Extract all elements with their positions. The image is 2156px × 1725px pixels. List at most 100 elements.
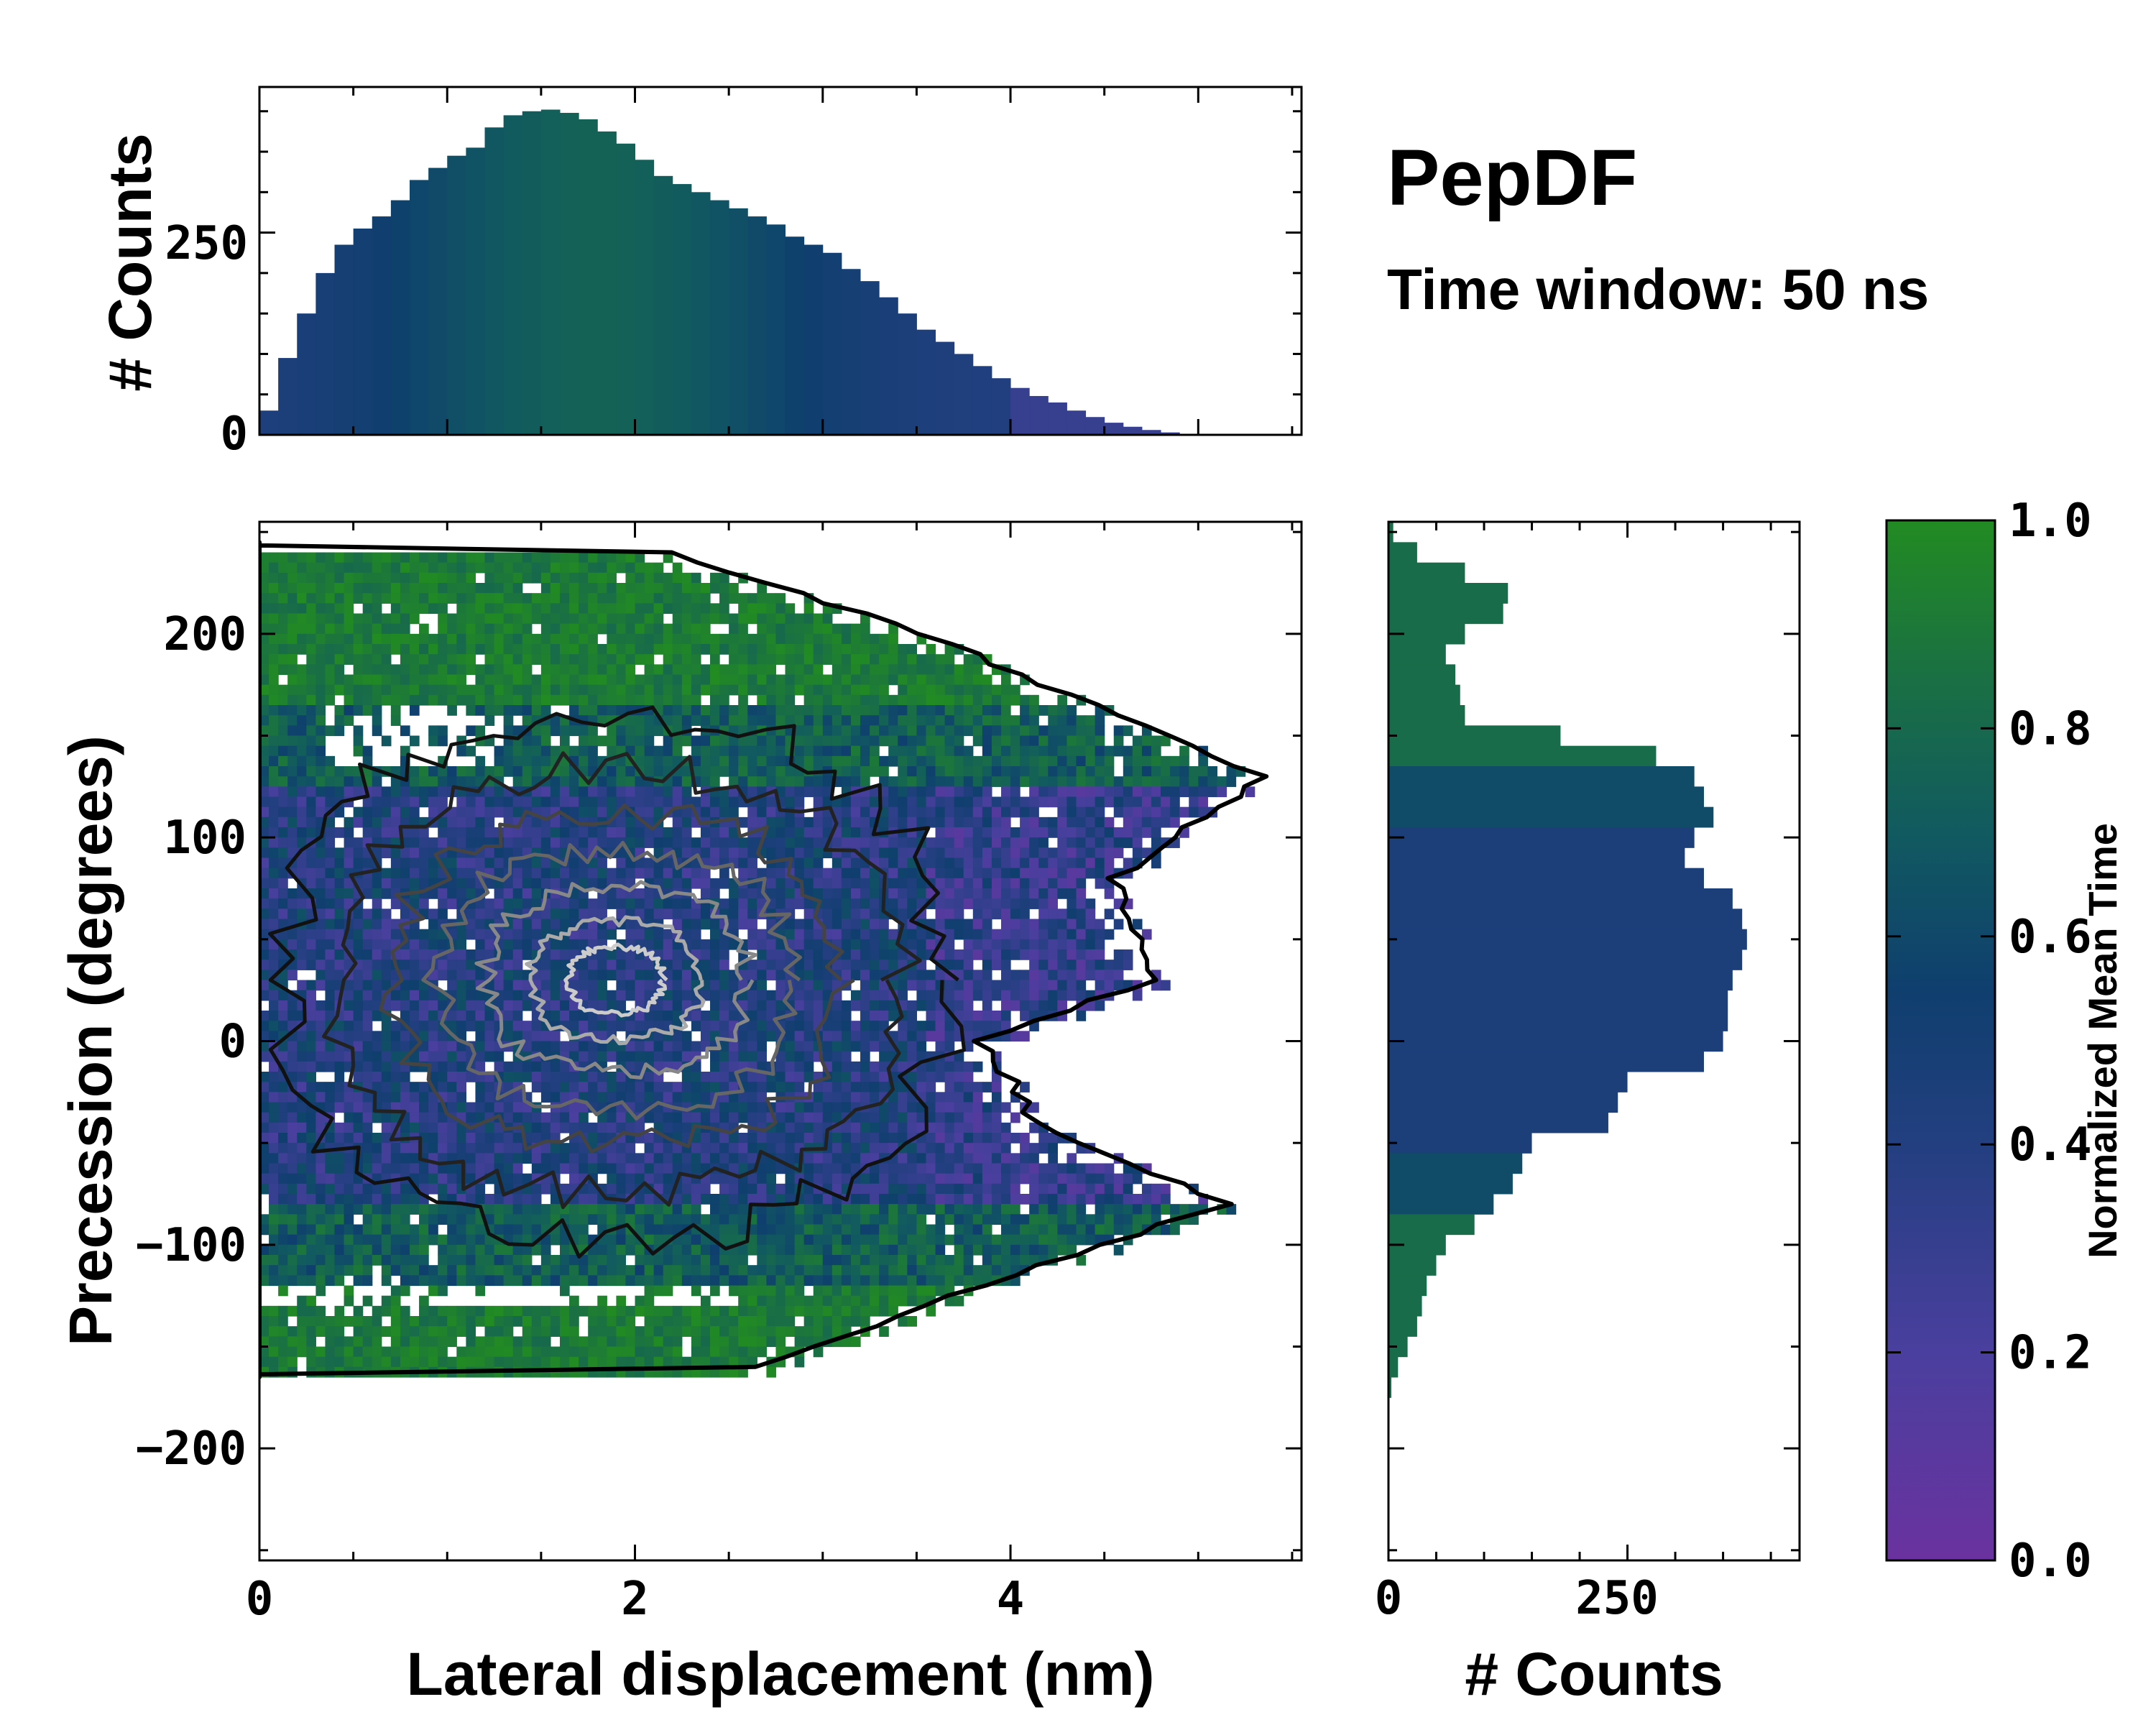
top-histogram-bar bbox=[390, 200, 410, 435]
right-histogram-bar bbox=[1388, 1255, 1437, 1276]
main-xtick-0: 0 bbox=[246, 1573, 274, 1626]
right-histogram-bar bbox=[1388, 603, 1503, 625]
top-histogram-bar bbox=[616, 143, 636, 435]
colorbar-tick-0.4: 0.4 bbox=[2009, 1118, 2092, 1172]
top-histogram-bar bbox=[1123, 426, 1143, 435]
top-histogram-bar bbox=[1029, 395, 1049, 435]
top-histogram-bar bbox=[841, 269, 861, 435]
right-histogram-bar bbox=[1388, 970, 1733, 991]
right-histogram-bar bbox=[1388, 766, 1695, 787]
top-ytick-0: 0 bbox=[220, 408, 248, 461]
top-histogram-bar bbox=[672, 184, 692, 435]
top-histogram-bar bbox=[1141, 430, 1161, 435]
top-histogram-bar bbox=[1161, 432, 1180, 435]
colorbar-tick-0.2: 0.2 bbox=[2009, 1327, 2092, 1380]
top-histogram-bar bbox=[691, 192, 711, 435]
top-histogram-bar bbox=[278, 358, 298, 435]
top-histogram-bar bbox=[1010, 387, 1030, 435]
top-histogram-bar bbox=[447, 155, 466, 435]
top-histogram-ticks bbox=[258, 87, 1302, 436]
top-histogram-bar bbox=[785, 236, 805, 435]
density-contours bbox=[259, 540, 1269, 1379]
main-2d-histogram: 0 2 4 −200 −100 0 100 200 Lateral displacement … bbox=[57, 520, 1303, 1708]
contour-outer-boundary bbox=[259, 540, 1269, 1379]
right-histogram-bar bbox=[1388, 1031, 1723, 1052]
main-ytick-0: 0 bbox=[218, 1016, 247, 1069]
top-ylabel: # Counts bbox=[96, 133, 164, 391]
main-ytick--200: −200 bbox=[136, 1422, 247, 1476]
right-histogram-bar bbox=[1388, 1112, 1608, 1133]
top-histogram-bar bbox=[579, 119, 598, 435]
top-histogram-bar bbox=[466, 147, 486, 435]
right-histogram-bar bbox=[1388, 847, 1685, 869]
top-histogram-bar bbox=[428, 167, 448, 435]
top-histogram-bar bbox=[259, 410, 279, 435]
right-histogram-bar bbox=[1388, 1194, 1494, 1215]
right-histogram-bar bbox=[1388, 745, 1657, 767]
main-xtick-2: 2 bbox=[621, 1573, 649, 1626]
contour-level-6 bbox=[563, 942, 668, 1018]
right-xtick-250: 250 bbox=[1575, 1572, 1659, 1625]
right-histogram-bar bbox=[1388, 1072, 1628, 1092]
right-histogram-bars bbox=[1388, 522, 1747, 1398]
right-histogram-bar bbox=[1388, 1011, 1728, 1031]
top-histogram-bar bbox=[540, 109, 561, 435]
figure-title: PepDF bbox=[1387, 134, 1637, 222]
top-histogram-bar bbox=[954, 354, 974, 435]
colorbar-gradient bbox=[1885, 519, 1996, 1562]
colorbar-tick-0.0: 0.0 bbox=[2009, 1535, 2092, 1588]
top-histogram-bar bbox=[972, 366, 992, 435]
colorbar-label: Normalized Mean Time bbox=[2080, 823, 2125, 1259]
right-histogram-bar bbox=[1388, 684, 1460, 706]
top-histogram-bar bbox=[1048, 402, 1067, 435]
top-histogram-bar bbox=[766, 224, 786, 435]
main-xlabel: Lateral displacement (nm) bbox=[407, 1640, 1155, 1708]
top-histogram-bar bbox=[1104, 423, 1124, 435]
contour-level-4 bbox=[474, 880, 757, 1080]
top-histogram-bar bbox=[822, 252, 842, 435]
right-histogram-bar bbox=[1388, 929, 1747, 950]
right-histogram-bar bbox=[1388, 1316, 1417, 1337]
top-histogram: 0 250 # Counts bbox=[96, 86, 1303, 461]
right-histogram-bar bbox=[1388, 908, 1743, 930]
top-histogram-bar bbox=[935, 341, 955, 435]
right-histogram-bar bbox=[1388, 868, 1704, 889]
top-histogram-bar bbox=[353, 228, 373, 435]
top-histogram-bar bbox=[522, 111, 542, 435]
figure-subtitle: Time window: 50 ns bbox=[1387, 257, 1929, 321]
right-histogram-bar bbox=[1388, 644, 1446, 665]
contour-level-3 bbox=[421, 840, 802, 1121]
top-histogram-bar bbox=[803, 244, 824, 435]
contour-level-2 bbox=[379, 804, 855, 1154]
right-histogram-bar bbox=[1388, 806, 1714, 828]
right-histogram-bar bbox=[1388, 562, 1465, 584]
top-histogram-bar bbox=[334, 244, 354, 435]
right-histogram-bar bbox=[1388, 583, 1508, 604]
top-histogram-bar bbox=[879, 297, 898, 435]
right-histogram-bar bbox=[1388, 1377, 1391, 1398]
right-histogram-bar bbox=[1388, 990, 1728, 1011]
colorbar-ticks: 0.0 0.2 0.4 0.6 0.8 1.0 bbox=[1886, 494, 2092, 1588]
top-histogram-bar bbox=[597, 131, 617, 435]
top-histogram-bar bbox=[1067, 410, 1087, 435]
colorbar-tick-1.0: 1.0 bbox=[2009, 494, 2092, 548]
main-ylabel: Precession (degrees) bbox=[57, 735, 124, 1346]
top-histogram-bar bbox=[991, 378, 1011, 435]
right-histogram-bar bbox=[1388, 1092, 1618, 1113]
top-histogram-bar bbox=[560, 113, 579, 435]
main-ytick-100: 100 bbox=[163, 811, 247, 865]
right-histogram-bar bbox=[1388, 1153, 1523, 1174]
top-histogram-bar bbox=[503, 115, 523, 435]
right-histogram-bar bbox=[1388, 1214, 1475, 1236]
top-histogram-bar bbox=[635, 160, 655, 436]
right-histogram-bar bbox=[1388, 1133, 1532, 1154]
main-plot-ticks bbox=[258, 522, 1302, 1560]
top-histogram-bar bbox=[410, 180, 429, 435]
main-ytick-200: 200 bbox=[163, 608, 247, 661]
top-histogram-bar bbox=[747, 216, 767, 435]
top-histogram-bar bbox=[729, 208, 748, 435]
top-ytick-250: 250 bbox=[165, 217, 248, 270]
top-histogram-bar bbox=[297, 313, 316, 435]
colorbar-tick-0.6: 0.6 bbox=[2009, 911, 2092, 964]
